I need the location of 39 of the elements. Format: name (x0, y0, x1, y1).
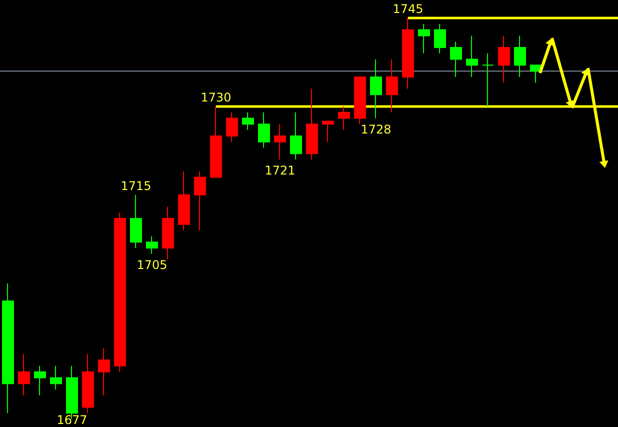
candlestick (370, 58, 382, 119)
candlestick (194, 170, 206, 231)
candlestick (34, 365, 46, 396)
annotation: 1715 (120, 178, 152, 193)
candlestick (18, 354, 30, 396)
candlestick (2, 282, 14, 414)
candlestick (274, 124, 286, 160)
annotation: 1730 (200, 90, 232, 104)
candlestick (466, 35, 478, 78)
candlestick (514, 35, 526, 78)
candlestick (210, 106, 222, 178)
annotation: 1677 (56, 413, 88, 427)
candlestick (178, 170, 190, 231)
candlestick (418, 23, 430, 54)
candlestick (402, 18, 414, 90)
candlestick (114, 212, 126, 372)
candlestick (306, 88, 318, 160)
candlestick (82, 354, 94, 414)
candlestick (146, 236, 158, 254)
candlestick (482, 52, 494, 107)
candlestick (226, 112, 238, 142)
candlestick (498, 35, 510, 84)
candlestick (130, 194, 142, 248)
candlestick (50, 365, 62, 390)
candlestick (290, 112, 302, 160)
annotation: 1728 (360, 122, 392, 136)
candlestick (354, 76, 366, 125)
candlestick (338, 106, 350, 131)
annotation: 1705 (136, 258, 168, 272)
candlestick (386, 58, 398, 113)
annotation: 1721 (264, 164, 296, 178)
candlestick (450, 41, 462, 78)
candlestick (242, 112, 254, 131)
candlestick (322, 120, 334, 142)
candlestick (258, 112, 270, 148)
candlestick (162, 206, 174, 260)
annotation: 1745 (392, 2, 424, 16)
candlestick (98, 348, 110, 396)
candlestick (434, 23, 446, 54)
